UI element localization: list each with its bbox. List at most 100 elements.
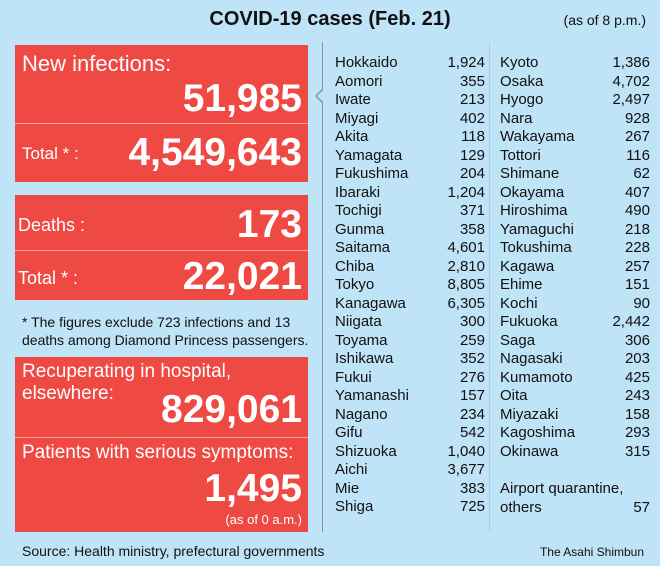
prefecture-cases: 157 [459,387,485,404]
prefecture-row: Yamaguchi 218 [500,221,650,240]
prefecture-cases: 928 [624,109,650,127]
prefecture-cases: 3,677 [447,461,485,478]
prefecture-name: Gunma [335,220,385,238]
prefecture-cases: 259 [459,331,485,349]
prefecture-name: Kagoshima [500,424,576,441]
divider [15,250,308,251]
total-deaths-label: Total * : [18,268,79,288]
serious-as-of: (as of 0 a.m.) [225,512,302,527]
prefecture-cases: 234 [459,405,485,423]
prefecture-row: Gifu 542 [335,424,485,443]
prefecture-name: Yamanashi [335,387,409,404]
prefecture-cases: 228 [624,239,650,256]
prefecture-row: Nagano 234 [335,406,485,425]
prefecture-cases: 151 [624,276,650,293]
prefecture-cases: 203 [624,350,650,367]
deaths-label: Deaths : [18,215,86,235]
prefecture-row: Saitama 4,601 [335,239,485,258]
prefecture-row: Ehime 151 [500,276,650,295]
prefecture-cases: 1,204 [447,183,485,201]
prefecture-name: Niigata [335,313,382,330]
prefecture-name: Hokkaido [335,54,398,71]
prefecture-name: Nagasaki [500,350,563,367]
prefecture-row: Chiba 2,810 [335,258,485,277]
prefecture-name: Toyama [335,331,388,349]
prefecture-row: Nara 928 [500,110,650,129]
total-deaths-value: 22,021 [182,255,302,298]
prefecture-name: Shimane [500,165,560,182]
prefecture-row: Hyogo 2,497 [500,91,650,110]
prefecture-name: Hyogo [500,91,544,108]
prefecture-name: Fukui [335,368,372,386]
prefecture-cases: 355 [459,72,485,90]
prefecture-name: Kyoto [500,54,539,71]
prefecture-name: Kochi [500,294,538,312]
prefecture-row: Gunma 358 [335,221,485,240]
prefecture-cases: 383 [459,479,485,497]
prefecture-name: Akita [335,128,369,145]
serious-value: 1,495 [204,467,302,510]
prefecture-name: Nara [500,109,533,127]
prefecture-name: Aichi [335,461,368,478]
prefecture-name: Shiga [335,498,374,515]
prefecture-cases: 213 [459,91,485,108]
prefecture-row: Toyama 259 [335,332,485,351]
prefecture-row: Aichi 3,677 [335,461,485,480]
prefecture-row: Nagasaki 203 [500,350,650,369]
prefecture-row: Shimane 62 [500,165,650,184]
total-infections-label: Total * : [22,144,79,163]
prefecture-row: Fukushima 204 [335,165,485,184]
prefecture-name: Miyazaki [500,405,559,423]
prefecture-name: Chiba [335,257,375,275]
prefecture-list-left: Hokkaido 1,924 Aomori 355 Iwate 213 Miyagi 402 A… [335,54,485,517]
prefecture-cases: 725 [459,498,485,515]
airport-label: Airport quarantine, [500,480,624,497]
prefecture-cases: 315 [624,442,650,460]
airport-quarantine-entry: Airport quarantine, others 57 [500,480,650,517]
prefecture-cases: 425 [624,368,650,386]
prefecture-row: Kumamoto 425 [500,369,650,388]
prefecture-cases: 1,386 [612,54,650,71]
infections-panel: New infections: 51,985 Total * : 4,549,6… [15,45,308,182]
prefecture-name: Osaka [500,72,544,90]
prefecture-name: Kanagawa [335,294,406,312]
prefecture-name: Wakayama [500,128,575,145]
prefecture-cases: 293 [624,424,650,441]
prefecture-cases: 218 [624,220,650,238]
new-infections-value: 51,985 [182,77,302,120]
prefecture-cases: 90 [633,294,650,312]
prefecture-row: Tochigi 371 [335,202,485,221]
prefecture-name: Kagawa [500,257,555,275]
prefecture-row: Fukui 276 [335,369,485,388]
prefecture-name: Tokyo [335,276,375,293]
prefecture-name: Shizuoka [335,442,397,460]
airport-value: 57 [633,498,650,516]
prefecture-row: Hokkaido 1,924 [335,54,485,73]
prefecture-row: Tokyo 8,805 [335,276,485,295]
prefecture-row: Shiga 725 [335,498,485,517]
prefecture-row: Okayama 407 [500,184,650,203]
credit-text: The Asahi Shimbun [539,545,644,559]
prefecture-row: Tottori 116 [500,147,650,166]
prefecture-name: Saga [500,331,536,349]
footnote: * The figures exclude 723 infections and… [22,314,309,348]
prefecture-row: Kochi 90 [500,295,650,314]
prefecture-cases: 257 [624,257,650,275]
prefecture-cases: 2,442 [612,313,650,330]
prefecture-cases: 2,497 [612,91,650,108]
column-divider [489,42,490,532]
page-title: COVID-19 cases (Feb. 21) [209,8,451,30]
prefecture-name: Tochigi [335,202,382,219]
prefecture-cases: 2,810 [447,257,485,275]
prefecture-row: Akita 118 [335,128,485,147]
prefecture-cases: 116 [626,146,650,164]
prefecture-row: Oita 243 [500,387,650,406]
prefecture-cases: 358 [459,220,485,238]
prefecture-name: Ibaraki [335,183,381,201]
divider [15,437,308,438]
prefecture-cases: 276 [459,368,485,386]
prefecture-name: Yamagata [335,146,403,164]
prefecture-name: Oita [500,387,528,404]
prefecture-cases: 490 [624,202,650,219]
bracket-line [322,42,323,532]
